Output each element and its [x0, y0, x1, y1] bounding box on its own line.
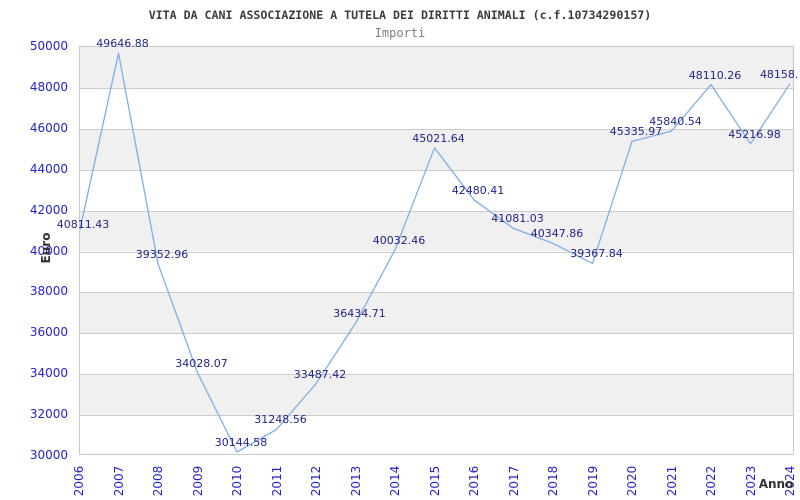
data-point-label: 31248.56	[254, 413, 307, 427]
data-point-label: 48110.26	[688, 68, 742, 82]
y-tick-label: 36000	[29, 325, 68, 340]
data-point-label: 36434.71	[333, 307, 386, 321]
y-tick-label: 30000	[29, 448, 68, 462]
gridline	[80, 333, 793, 335]
x-tick-label: 2014	[388, 465, 402, 497]
gridline	[80, 251, 793, 253]
chart-subtitle: Importi	[374, 26, 426, 40]
x-tick-label: 2020	[625, 465, 639, 497]
y-tick-label: 38000	[29, 284, 68, 299]
y-tick-label: 44000	[29, 161, 68, 176]
y-tick-label: 50000	[29, 39, 68, 53]
data-point-label: 40032.46	[372, 233, 426, 247]
data-point-label: 40347.86	[530, 227, 584, 241]
data-point-label: 45216.98	[728, 127, 781, 141]
data-point-label: 41081.03	[491, 212, 544, 226]
x-tick-label: 2023	[743, 465, 758, 497]
data-point-label: 45840.54	[649, 115, 702, 129]
y-tick-label: 42000	[29, 202, 68, 217]
x-tick-label: 2022	[704, 465, 718, 497]
y-tick-label: 46000	[29, 120, 68, 135]
x-tick-label: 2011	[269, 465, 284, 497]
x-tick-label: 2019	[585, 465, 600, 497]
gridline	[80, 87, 793, 89]
data-point-label: 33487.42	[293, 367, 347, 381]
x-tick-label: 2017	[506, 465, 521, 497]
x-tick-label: 2013	[348, 465, 363, 497]
x-tick-label: 2007	[111, 465, 126, 497]
x-tick-label: 2010	[230, 465, 244, 497]
plot-band	[80, 128, 793, 170]
gridline	[80, 415, 793, 417]
data-point-label: 30144.58	[214, 436, 268, 450]
data-point-label: 45021.64	[412, 131, 465, 145]
gridline	[80, 292, 793, 294]
x-tick-label: 2012	[309, 465, 323, 497]
gridline	[80, 128, 793, 130]
x-tick-label: 2008	[151, 465, 165, 497]
plot-band	[80, 47, 793, 88]
y-tick-label: 34000	[29, 366, 68, 381]
y-tick-label: 32000	[29, 407, 68, 422]
plot-band	[80, 210, 793, 252]
plot-band	[80, 374, 793, 416]
data-point-label: 40811.43	[56, 217, 110, 231]
y-tick-label: 48000	[29, 79, 68, 94]
chart-title: VITA DA CANI ASSOCIAZIONE A TUTELA DEI D…	[148, 8, 652, 22]
data-point-label: 42480.41	[451, 183, 505, 197]
data-point-label: 39352.96	[135, 247, 189, 261]
gridline	[80, 374, 793, 376]
data-point-label: 48158.	[759, 67, 799, 81]
x-tick-label: 2009	[190, 465, 205, 497]
x-tick-label: 2006	[72, 465, 86, 497]
line-series-svg	[80, 52, 791, 453]
gridline	[80, 169, 793, 171]
data-point-label: 45335.97	[609, 125, 663, 139]
x-tick-label: 2016	[467, 465, 481, 497]
y-tick-label: 40000	[29, 243, 68, 258]
x-tick-label: 2015	[427, 465, 442, 497]
x-tick-label: 2021	[664, 465, 679, 497]
data-point-label: 39367.84	[570, 247, 623, 261]
data-point-label: 49646.88	[96, 37, 149, 51]
plot-band	[80, 292, 793, 334]
plot-area	[79, 46, 794, 455]
y-axis-title: Euro	[39, 232, 53, 264]
x-axis-title: Anno	[758, 477, 794, 491]
gridline	[80, 210, 793, 212]
x-tick-label: 2018	[546, 465, 560, 497]
importi-line	[80, 52, 791, 453]
data-point-label: 34028.07	[175, 356, 228, 370]
